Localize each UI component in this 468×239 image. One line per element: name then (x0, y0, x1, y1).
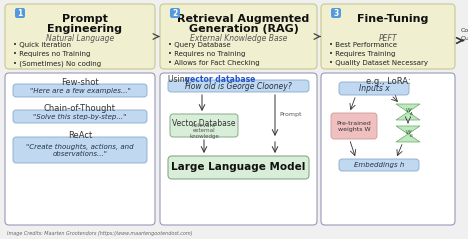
Text: weights W: weights W (338, 127, 370, 132)
FancyBboxPatch shape (13, 84, 147, 97)
Text: Few-shot: Few-shot (61, 77, 99, 87)
FancyBboxPatch shape (13, 110, 147, 123)
Polygon shape (396, 104, 420, 112)
FancyBboxPatch shape (170, 8, 180, 18)
Text: W: W (405, 108, 411, 113)
Text: Relevant
external
knowledge: Relevant external knowledge (189, 123, 219, 139)
FancyBboxPatch shape (15, 8, 25, 18)
FancyBboxPatch shape (168, 80, 309, 92)
Text: Embeddings h: Embeddings h (354, 162, 404, 168)
Text: :: : (247, 75, 249, 83)
Text: Prompt: Prompt (279, 112, 301, 116)
Text: ReAct: ReAct (68, 130, 92, 140)
FancyBboxPatch shape (168, 156, 309, 179)
FancyBboxPatch shape (13, 137, 147, 163)
Text: B: B (410, 134, 412, 138)
Text: Generation (RAG): Generation (RAG) (189, 24, 299, 34)
Polygon shape (396, 134, 420, 142)
Text: 3: 3 (333, 9, 339, 17)
FancyBboxPatch shape (170, 114, 238, 137)
Polygon shape (396, 126, 420, 134)
FancyBboxPatch shape (5, 4, 155, 69)
Text: Inputs x: Inputs x (358, 84, 389, 93)
Text: "Create thoughts, actions, and
observations...": "Create thoughts, actions, and observati… (26, 143, 134, 157)
Text: • Query Database
• Requires no Training
• Allows for Fact Checking: • Query Database • Requires no Training … (168, 42, 260, 66)
Text: Vector Database: Vector Database (172, 119, 236, 127)
FancyBboxPatch shape (339, 159, 419, 171)
FancyBboxPatch shape (331, 8, 341, 18)
Text: e.g., LoRA:: e.g., LoRA: (366, 76, 410, 86)
FancyBboxPatch shape (331, 113, 377, 139)
Text: "Here are a few examples...": "Here are a few examples..." (29, 87, 131, 93)
Text: "Solve this step-by-step...": "Solve this step-by-step..." (33, 114, 127, 120)
FancyBboxPatch shape (339, 82, 409, 95)
Text: How old is George Clooney?: How old is George Clooney? (185, 81, 292, 91)
Text: 1: 1 (17, 9, 22, 17)
Text: Prompt: Prompt (62, 14, 108, 24)
Text: External Knowledge Base: External Knowledge Base (190, 34, 287, 43)
Polygon shape (396, 112, 420, 120)
FancyBboxPatch shape (5, 73, 155, 225)
Text: Using: Using (168, 75, 192, 83)
Text: Chain-of-Thought: Chain-of-Thought (44, 103, 116, 113)
FancyBboxPatch shape (321, 4, 455, 69)
Text: A: A (410, 112, 412, 116)
FancyBboxPatch shape (160, 4, 317, 69)
Text: W: W (405, 130, 411, 135)
Text: vector database: vector database (185, 75, 256, 83)
Text: Natural Language: Natural Language (46, 34, 114, 43)
Text: Quality: Quality (461, 36, 468, 41)
Text: • Best Performance
• Requires Training
• Quality Dataset Necessary: • Best Performance • Requires Training •… (329, 42, 428, 66)
Text: Pre-trained: Pre-trained (336, 120, 372, 125)
Text: Engineering: Engineering (47, 24, 123, 34)
Text: 2: 2 (172, 9, 178, 17)
Text: Image Credits: Maarten Grootendors (https://www.maartengootendost.com): Image Credits: Maarten Grootendors (http… (7, 230, 192, 235)
Text: Complexity: Complexity (461, 28, 468, 33)
Text: Fine-Tuning: Fine-Tuning (357, 14, 429, 24)
FancyBboxPatch shape (321, 73, 455, 225)
Text: Retrieval Augmented: Retrieval Augmented (177, 14, 310, 24)
Text: Large Language Model: Large Language Model (171, 162, 306, 172)
FancyBboxPatch shape (160, 73, 317, 225)
Text: • Quick iteration
• Requires no Training
• (Sometimes) No coding: • Quick iteration • Requires no Training… (13, 42, 101, 66)
Text: PEFT: PEFT (379, 34, 397, 43)
